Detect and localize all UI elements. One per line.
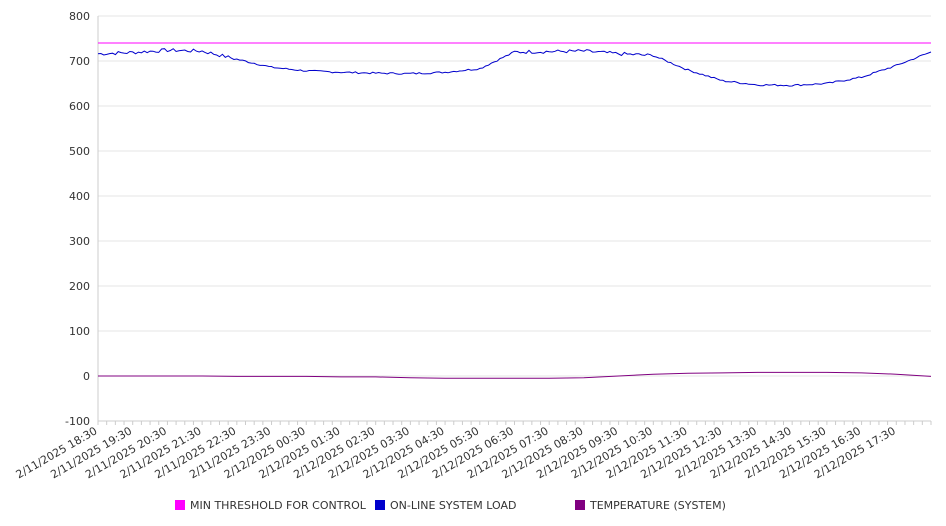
legend-item-system-load[interactable]: ON-LINE SYSTEM LOAD xyxy=(375,497,516,513)
y-tick-label: 200 xyxy=(69,280,90,293)
legend-item-min-threshold[interactable]: MIN THRESHOLD FOR CONTROL xyxy=(175,497,366,513)
series-lines xyxy=(97,42,932,379)
legend-swatch-min-threshold xyxy=(175,500,185,510)
y-tick-label: 100 xyxy=(69,325,90,338)
x-axis-ticks: 2/11/2025 18:302/11/2025 19:302/11/2025 … xyxy=(14,424,898,481)
legend-swatch-system-load xyxy=(375,500,385,510)
series-line-temperature xyxy=(98,371,932,379)
legend: MIN THRESHOLD FOR CONTROL ON-LINE SYSTEM… xyxy=(0,497,946,515)
y-tick-label: 800 xyxy=(69,10,90,23)
legend-label-min-threshold: MIN THRESHOLD FOR CONTROL xyxy=(190,498,366,512)
legend-swatch-temperature xyxy=(575,500,585,510)
axes xyxy=(97,16,932,425)
legend-item-temperature[interactable]: TEMPERATURE (SYSTEM) xyxy=(575,497,726,513)
grid-lines xyxy=(98,15,931,422)
y-tick-label: 700 xyxy=(69,55,90,68)
series-line-system-load xyxy=(97,48,932,87)
y-tick-label: 300 xyxy=(69,235,90,248)
y-tick-label: 0 xyxy=(83,370,90,383)
y-tick-label: 400 xyxy=(69,190,90,203)
legend-label-system-load: ON-LINE SYSTEM LOAD xyxy=(390,498,517,512)
y-axis-ticks: -100 0 100 200 300 400 500 600 700 800 xyxy=(65,10,90,428)
y-tick-label: 600 xyxy=(69,100,90,113)
y-tick-label: -100 xyxy=(65,415,90,428)
legend-label-temperature: TEMPERATURE (SYSTEM) xyxy=(590,498,726,512)
y-tick-label: 500 xyxy=(69,145,90,158)
